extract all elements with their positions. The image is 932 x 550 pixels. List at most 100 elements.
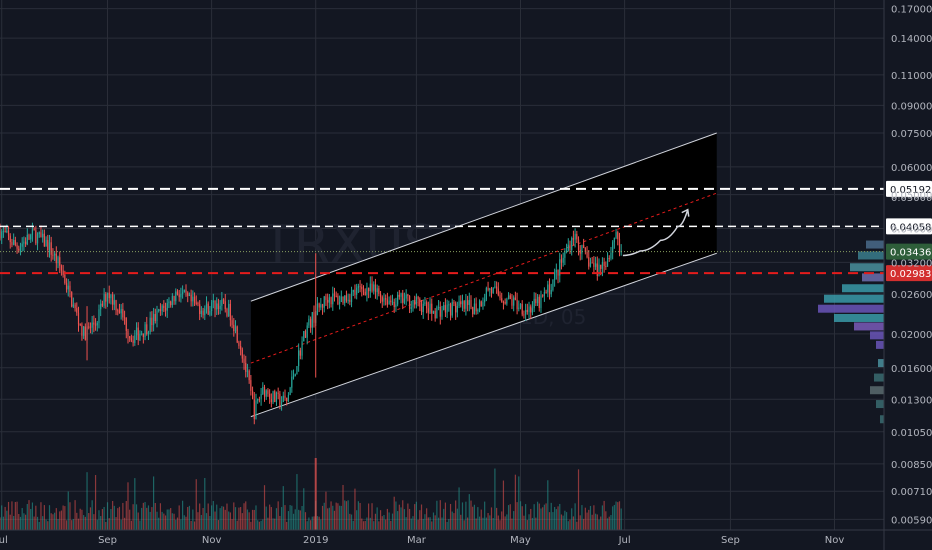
volume-bar (400, 507, 401, 530)
candle-body (134, 335, 135, 343)
y-tick-label: 0.01600 (891, 364, 932, 375)
volume-bar (6, 511, 7, 530)
volume-bar (156, 512, 157, 530)
candle-body (537, 297, 538, 303)
candle-body (592, 263, 593, 264)
candle-body (344, 295, 345, 303)
candle-body (496, 287, 497, 289)
volume-bar (462, 502, 463, 530)
y-tick-label: 0.06000 (891, 163, 932, 174)
volume-bar (487, 513, 488, 530)
volume-bar (257, 520, 258, 530)
volume-bar (528, 514, 529, 530)
volume-bar (489, 515, 490, 530)
volume-bar (544, 505, 545, 530)
candle-body (419, 299, 420, 307)
volume-bar (144, 502, 145, 530)
candle-body (453, 302, 454, 303)
volume-bar (74, 500, 75, 530)
candle-body (45, 240, 46, 246)
candle-body (319, 304, 320, 308)
candle-body (336, 296, 337, 297)
volume-bar (416, 502, 417, 530)
volume-bar (59, 511, 60, 530)
volume-bar (112, 501, 113, 530)
candle-body (400, 293, 401, 297)
candle-body (429, 304, 430, 313)
candle-body (238, 342, 239, 346)
volume-profile-bar (854, 322, 884, 330)
candle-body (462, 301, 463, 304)
volume-bar (498, 516, 499, 530)
candle-body (518, 308, 519, 309)
volume-bar (141, 508, 142, 530)
candle-body (614, 238, 615, 242)
volume-bar (216, 505, 217, 530)
candle-body (211, 302, 212, 311)
volume-bar (349, 514, 350, 530)
candle-body (568, 245, 569, 251)
volume-bar (68, 492, 69, 530)
y-tick-label: 0.17000 (891, 5, 932, 16)
volume-bar (245, 501, 246, 530)
volume-bar (13, 516, 14, 530)
volume-bar (231, 519, 232, 530)
candle-body (498, 289, 499, 296)
volume-bar (230, 512, 231, 530)
volume-bar (262, 519, 263, 530)
volume-bar (424, 514, 425, 530)
y-tick-label: 0.11000 (891, 71, 932, 82)
candle-body (37, 234, 38, 243)
volume-bar (191, 521, 192, 530)
volume-bar (342, 485, 343, 530)
candle-body (59, 257, 60, 266)
volume-bar (557, 506, 558, 530)
volume-bar (564, 511, 565, 530)
candle-body (320, 304, 321, 307)
candle-body (230, 304, 231, 320)
volume-bar (358, 501, 359, 530)
volume-bar (243, 503, 244, 530)
candle-body (191, 295, 192, 301)
candle-body (156, 311, 157, 321)
candle-body (206, 304, 207, 309)
candle-body (460, 301, 461, 304)
candle-body (95, 325, 96, 326)
volume-bar (508, 505, 509, 530)
candle-body (353, 290, 354, 292)
volume-bar (163, 514, 164, 530)
candle-body (71, 292, 72, 307)
volume-bar (69, 502, 70, 530)
volume-bar (146, 508, 147, 530)
candle-body (272, 391, 273, 402)
volume-bar (54, 513, 55, 530)
candle-body (199, 304, 200, 314)
volume-bar (317, 516, 318, 530)
candle-body (56, 254, 57, 264)
candle-body (61, 266, 62, 271)
candle-body (284, 396, 285, 398)
volume-bar (539, 504, 540, 530)
volume-bar (300, 510, 301, 530)
candle-body (146, 324, 147, 334)
volume-bar (76, 513, 77, 530)
volume-profile-bar (876, 341, 884, 349)
volume-bar (158, 518, 159, 530)
volume-bar (382, 516, 383, 530)
candle-body (68, 286, 69, 290)
volume-bar (322, 506, 323, 530)
candle-body (81, 324, 82, 335)
volume-bar (453, 513, 454, 530)
volume-bar (610, 515, 611, 530)
candle-body (600, 265, 601, 269)
volume-bar (414, 504, 415, 530)
candle-body (508, 295, 509, 299)
candle-body (151, 318, 152, 325)
volume-bar (179, 505, 180, 530)
candle-body (168, 301, 169, 303)
volume-bar (290, 505, 291, 530)
candle-body (0, 230, 1, 238)
candle-body (590, 263, 591, 267)
volume-bar (61, 511, 62, 530)
